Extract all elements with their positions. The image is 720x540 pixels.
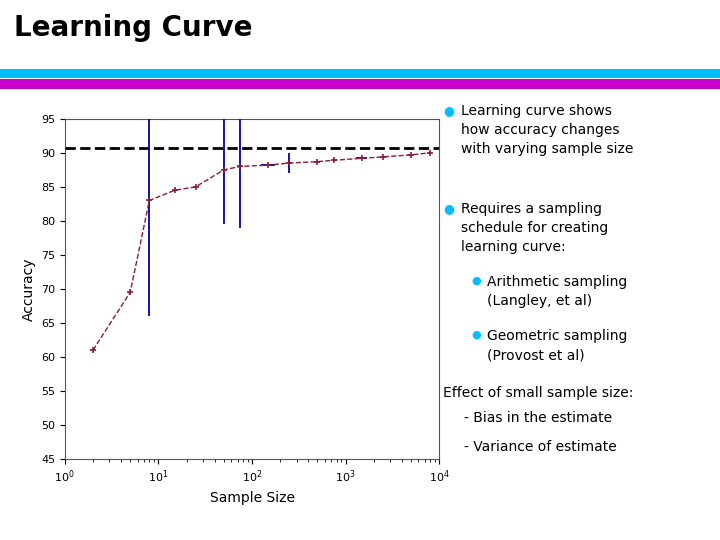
Text: Arithmetic sampling
(Langley, et al): Arithmetic sampling (Langley, et al)	[487, 275, 628, 308]
Text: ●: ●	[443, 202, 454, 215]
Text: ●: ●	[443, 104, 454, 117]
Text: - Variance of estimate: - Variance of estimate	[464, 440, 617, 454]
Text: Geometric sampling
(Provost et al): Geometric sampling (Provost et al)	[487, 329, 628, 362]
Text: Learning curve shows
how accuracy changes
with varying sample size: Learning curve shows how accuracy change…	[461, 104, 633, 156]
Text: ●: ●	[472, 329, 482, 340]
Y-axis label: Accuracy: Accuracy	[22, 257, 35, 321]
Text: Effect of small sample size:: Effect of small sample size:	[443, 386, 633, 400]
X-axis label: Sample Size: Sample Size	[210, 491, 294, 505]
Text: ●: ●	[472, 275, 482, 286]
Text: - Bias in the estimate: - Bias in the estimate	[464, 411, 613, 426]
Text: Requires a sampling
schedule for creating
learning curve:: Requires a sampling schedule for creatin…	[461, 202, 608, 254]
Text: Learning Curve: Learning Curve	[14, 14, 253, 42]
